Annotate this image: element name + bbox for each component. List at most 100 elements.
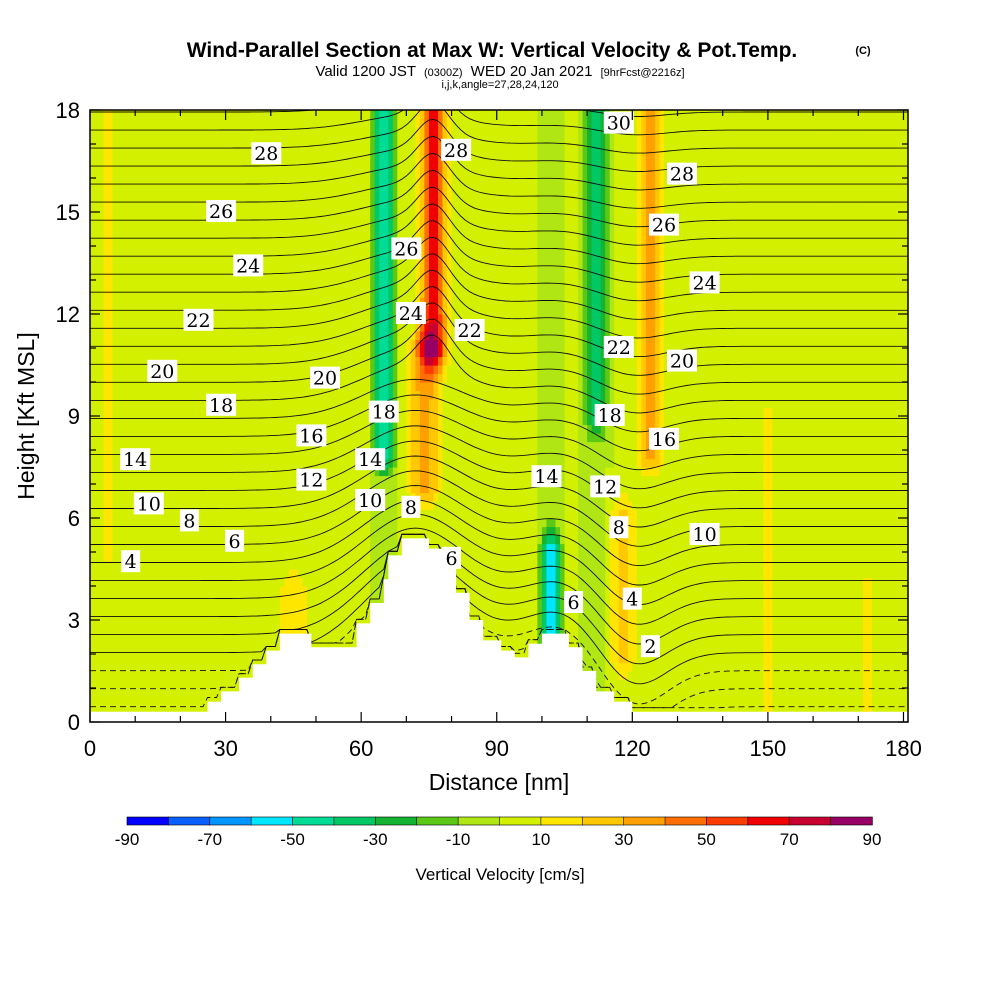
field-cell [356, 186, 362, 196]
field-cell [126, 645, 132, 655]
field-cell [221, 169, 227, 179]
field-cell [130, 314, 136, 324]
field-cell [139, 535, 145, 545]
field-cell [343, 118, 349, 128]
field-cell [171, 178, 177, 188]
field-cell [379, 135, 385, 145]
field-cell [374, 297, 380, 307]
field-cell [94, 246, 100, 256]
field-cell [365, 152, 371, 162]
field-cell [370, 535, 376, 545]
field-cell [94, 263, 100, 273]
field-cell [334, 501, 340, 511]
field-cell [261, 280, 267, 290]
field-cell [212, 288, 218, 298]
field-cell [202, 356, 209, 366]
field-cell [162, 679, 168, 689]
field-cell [139, 552, 145, 562]
field-cell [207, 501, 213, 511]
field-cell [175, 424, 181, 434]
field-cell [126, 399, 132, 409]
field-cell [325, 254, 331, 264]
field-cell [270, 373, 276, 383]
field-cell [135, 705, 141, 715]
field-cell [162, 237, 168, 247]
field-cell [117, 662, 123, 672]
field-cell [184, 212, 191, 222]
field-cell [112, 331, 118, 341]
field-cell [234, 637, 240, 647]
field-cell [121, 110, 127, 120]
field-cell [279, 509, 285, 519]
field-cell [121, 220, 127, 230]
field-cell [288, 373, 294, 383]
field-cell [257, 484, 263, 494]
field-cell [374, 373, 380, 383]
field-cell [248, 424, 254, 434]
field-cell [302, 535, 308, 545]
field-cell [99, 339, 105, 349]
field-cell [121, 705, 127, 715]
field-cell [293, 467, 299, 477]
field-cell [356, 535, 362, 545]
field-cell [374, 220, 380, 230]
field-cell [379, 560, 385, 570]
field-cell [252, 637, 258, 647]
field-cell [356, 356, 362, 366]
field-cell [288, 305, 294, 315]
field-cell [252, 543, 258, 553]
field-cell [275, 220, 281, 230]
field-cell [166, 237, 172, 247]
field-cell [198, 399, 204, 409]
field-cell [180, 203, 186, 213]
field-cell [139, 399, 145, 409]
field-cell [117, 373, 123, 383]
field-cell [270, 450, 276, 460]
field-cell [216, 246, 222, 256]
field-cell [252, 365, 258, 375]
field-cell [374, 475, 380, 485]
field-cell [153, 518, 159, 528]
field-cell [166, 458, 172, 468]
field-cell [288, 314, 294, 324]
field-cell [293, 322, 299, 332]
field-cell [239, 637, 245, 647]
field-cell [207, 254, 213, 264]
field-cell [297, 161, 304, 171]
field-cell [347, 220, 353, 230]
field-cell [175, 484, 181, 494]
field-cell [257, 577, 263, 587]
field-cell [216, 135, 222, 145]
field-cell [166, 288, 172, 298]
field-cell [225, 331, 231, 341]
field-cell [306, 526, 313, 536]
field-cell [139, 390, 145, 400]
field-cell [212, 688, 218, 698]
field-cell [248, 246, 254, 256]
field-cell [374, 144, 380, 154]
field-cell [216, 484, 222, 494]
field-cell [329, 288, 335, 298]
field-cell [202, 441, 209, 451]
field-cell [261, 365, 267, 375]
field-cell [311, 518, 317, 528]
field-cell [135, 195, 141, 205]
field-cell [239, 373, 245, 383]
field-cell [361, 195, 367, 205]
field-cell [180, 152, 186, 162]
field-cell [383, 152, 389, 162]
field-cell [397, 127, 403, 137]
field-cell [130, 569, 136, 579]
field-cell [379, 110, 385, 120]
field-cell [184, 424, 191, 434]
field-cell [379, 314, 385, 324]
field-cell [365, 390, 371, 400]
field-cell [212, 433, 218, 443]
field-cell [216, 110, 222, 120]
field-cell [275, 271, 281, 281]
field-cell [207, 688, 213, 698]
field-cell [198, 271, 204, 281]
field-cell [356, 348, 362, 358]
field-cell [99, 518, 105, 528]
field-cell [108, 297, 114, 307]
